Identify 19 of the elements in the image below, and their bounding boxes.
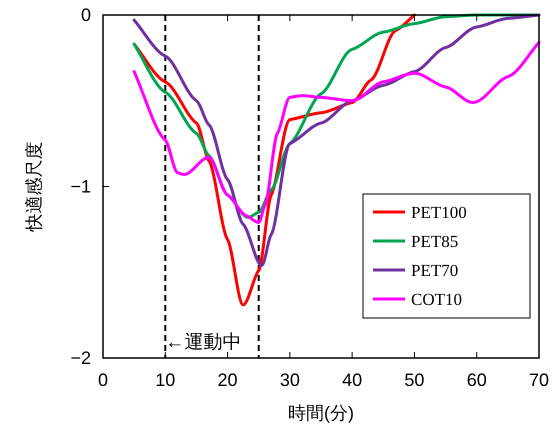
- x-axis-title: 時間(分): [288, 403, 354, 423]
- y-tick-label: −2: [70, 348, 91, 368]
- y-tick-label: −1: [70, 176, 91, 196]
- x-tick-label: 10: [155, 370, 176, 390]
- annotation: ←運動中: [165, 332, 242, 353]
- legend-label: COT10: [411, 290, 462, 309]
- x-tick-label: 20: [218, 370, 238, 390]
- legend-label: PET70: [411, 261, 458, 280]
- x-tick-label: 0: [98, 370, 108, 390]
- y-tick-label: 0: [80, 5, 91, 25]
- x-tick-label: 30: [280, 370, 300, 390]
- y-axis-title: 快適感尺度: [24, 142, 44, 232]
- x-tick-label: 40: [342, 370, 362, 390]
- x-tick-label: 60: [466, 370, 487, 390]
- legend-label: PET100: [411, 203, 467, 222]
- x-tick-label: 50: [404, 370, 424, 390]
- line-series: [132, 40, 540, 224]
- x-tick-label: 70: [528, 370, 550, 390]
- legend-label: PET85: [411, 232, 458, 251]
